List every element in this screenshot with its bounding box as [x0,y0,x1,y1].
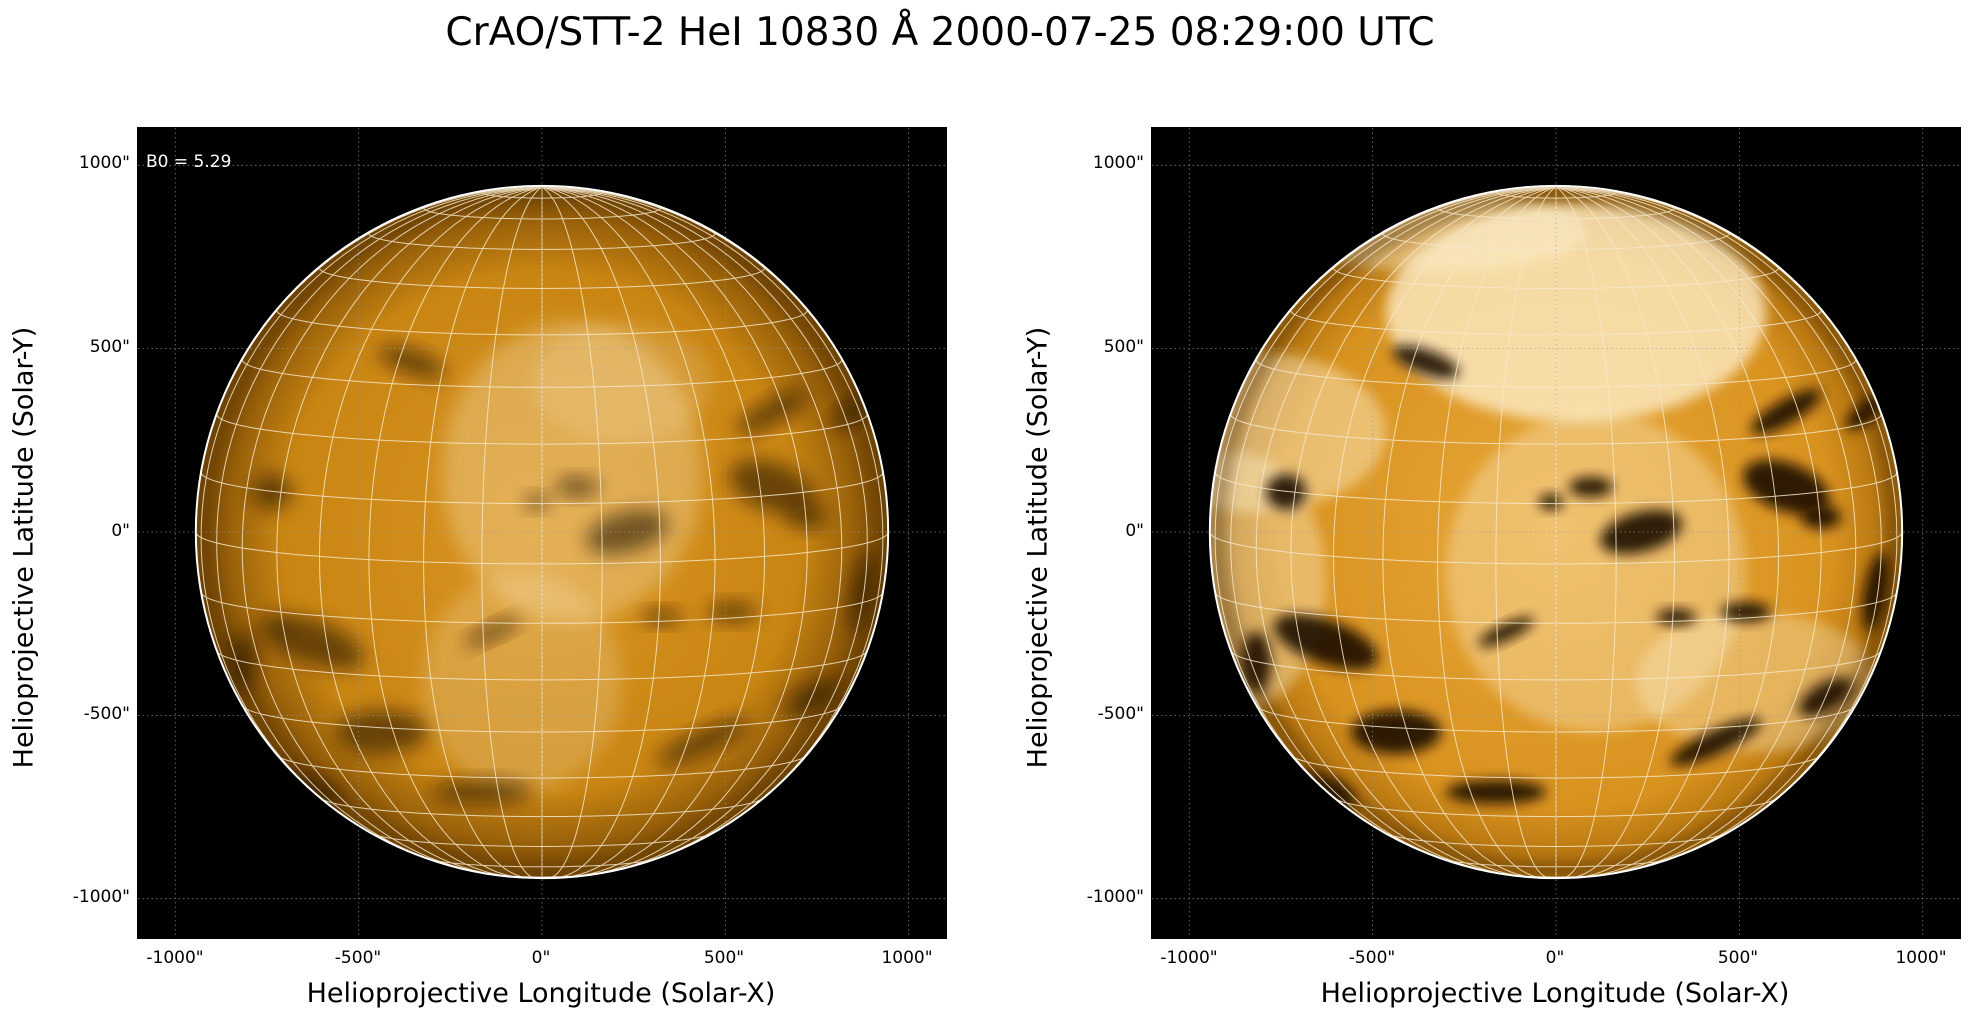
ylabel-right: Helioprojective Latitude (Solar-Y) [1022,326,1054,769]
xtick-right-0: 0" [1545,948,1565,968]
ytick-right-500: 500" [1103,337,1144,357]
xtick-right-500: 500" [1717,948,1759,968]
xtick-left-1000: 1000" [881,948,933,968]
solar-disk-left [138,128,946,938]
ytick-right-1000: 1000" [1092,153,1144,173]
b0-annotation: B0 = 5.29 [146,152,232,172]
xtick-left-neg500: -500" [334,948,382,968]
xlabel-left: Helioprojective Longitude (Solar-X) [306,978,776,1009]
ytick-left-neg1000: -1000" [72,887,130,907]
solar-disk-right [1152,128,1960,938]
xtick-left-neg1000: -1000" [146,948,204,968]
ytick-right-neg1000: -1000" [1086,887,1144,907]
ytick-right-neg500: -500" [1097,704,1144,724]
ylabel-left: Helioprojective Latitude (Solar-Y) [8,326,40,769]
ytick-left-500: 500" [89,337,130,357]
xtick-right-1000: 1000" [1895,948,1947,968]
xtick-left-0: 0" [531,948,551,968]
ytick-left-neg500: -500" [83,704,130,724]
xtick-right-neg500: -500" [1348,948,1396,968]
ytick-left-1000: 1000" [78,153,130,173]
xtick-left-500: 500" [703,948,745,968]
xlabel-right: Helioprojective Longitude (Solar-X) [1320,978,1790,1009]
solar-image-right [1151,127,1961,939]
ytick-left-0: 0" [111,521,130,541]
figure-title: CrAO/STT-2 HeI 10830 Å 2000-07-25 08:29:… [445,10,1435,55]
ytick-right-0: 0" [1125,521,1144,541]
solar-image-left: B0 = 5.29 [137,127,947,939]
xtick-right-neg1000: -1000" [1160,948,1218,968]
